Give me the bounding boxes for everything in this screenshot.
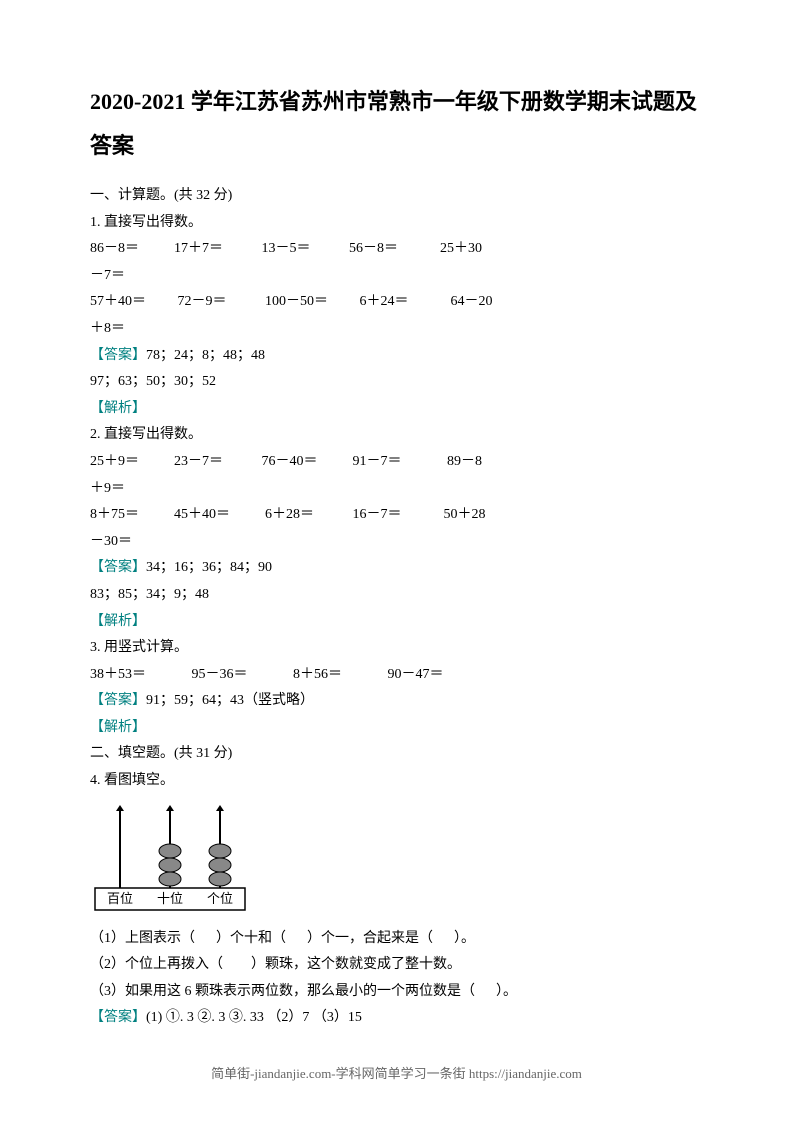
q1-equations-row3: 57＋40＝ 72－9＝ 100－50＝ 6＋24＝ 64－20 <box>90 289 703 316</box>
q2-equations-row3: 8＋75＝ 45＋40＝ 6＋28＝ 16－7＝ 50＋28 <box>90 502 703 529</box>
q2-analysis: 【解析】 <box>90 609 703 636</box>
answer-label: 【答案】 <box>90 1010 146 1025</box>
q3-equations-row1: 38＋53＝ 95－36＝ 8＋56＝ 90－47＝ <box>90 662 703 689</box>
q4-sub2: （2）个位上再拨入（ ）颗珠，这个数就变成了整十数。 <box>90 952 703 979</box>
abacus-diagram: 百位 十位 个位 <box>90 803 703 918</box>
q1-analysis: 【解析】 <box>90 396 703 423</box>
abacus-svg: 百位 十位 个位 <box>90 803 250 913</box>
abacus-label-ten: 十位 <box>157 891 183 906</box>
q3-analysis: 【解析】 <box>90 715 703 742</box>
q1-answer-line2: 97；63；50；30；52 <box>90 369 703 396</box>
q4-sub3: （3）如果用这 6 颗珠表示两位数，那么最小的一个两位数是（ ）。 <box>90 979 703 1006</box>
q2-answer-line1: 【答案】34；16；36；84；90 <box>90 555 703 582</box>
q2-answer1: 34；16；36；84；90 <box>146 560 272 575</box>
q2-number: 2. 直接写出得数。 <box>90 422 703 449</box>
q3-number: 3. 用竖式计算。 <box>90 635 703 662</box>
q4-number: 4. 看图填空。 <box>90 768 703 795</box>
q1-number: 1. 直接写出得数。 <box>90 210 703 237</box>
q1-equations-row2: －7＝ <box>90 263 703 290</box>
q2-equations-row4: －30＝ <box>90 529 703 556</box>
document-title: 2020-2021 学年江苏省苏州市常熟市一年级下册数学期末试题及答案 <box>90 80 703 168</box>
q2-equations-row1: 25＋9＝ 23－7＝ 76－40＝ 91－7＝ 89－8 <box>90 449 703 476</box>
abacus-label-hundred: 百位 <box>107 891 133 906</box>
q3-answer-line1: 【答案】91；59；64；43（竖式略） <box>90 688 703 715</box>
answer-label: 【答案】 <box>90 348 146 363</box>
page-footer: 简单街-jiandanjie.com-学科网简单学习一条街 https://ji… <box>0 1063 793 1082</box>
answer-label: 【答案】 <box>90 560 146 575</box>
q1-answer1: 78；24；8；48；48 <box>146 348 265 363</box>
abacus-label-one: 个位 <box>207 891 233 906</box>
q1-equations-row4: ＋8＝ <box>90 316 703 343</box>
q4-answer1: (1) ①. 3 ②. 3 ③. 33 （2）7 （3）15 <box>146 1010 362 1025</box>
q4-answer-line1: 【答案】(1) ①. 3 ②. 3 ③. 33 （2）7 （3）15 <box>90 1005 703 1032</box>
answer-label: 【答案】 <box>90 693 146 708</box>
q4-sub1: （1）上图表示（ ）个十和（ ）个一，合起来是（ ）。 <box>90 926 703 953</box>
q3-answer1: 91；59；64；43（竖式略） <box>146 693 314 708</box>
q1-equations-row1: 86－8＝ 17＋7＝ 13－5＝ 56－8＝ 25＋30 <box>90 236 703 263</box>
q2-equations-row2: ＋9＝ <box>90 476 703 503</box>
section-2-header: 二、填空题。(共 31 分) <box>90 741 703 768</box>
q2-answer-line2: 83；85；34；9；48 <box>90 582 703 609</box>
q1-answer-line1: 【答案】78；24；8；48；48 <box>90 343 703 370</box>
section-1-header: 一、计算题。(共 32 分) <box>90 183 703 210</box>
